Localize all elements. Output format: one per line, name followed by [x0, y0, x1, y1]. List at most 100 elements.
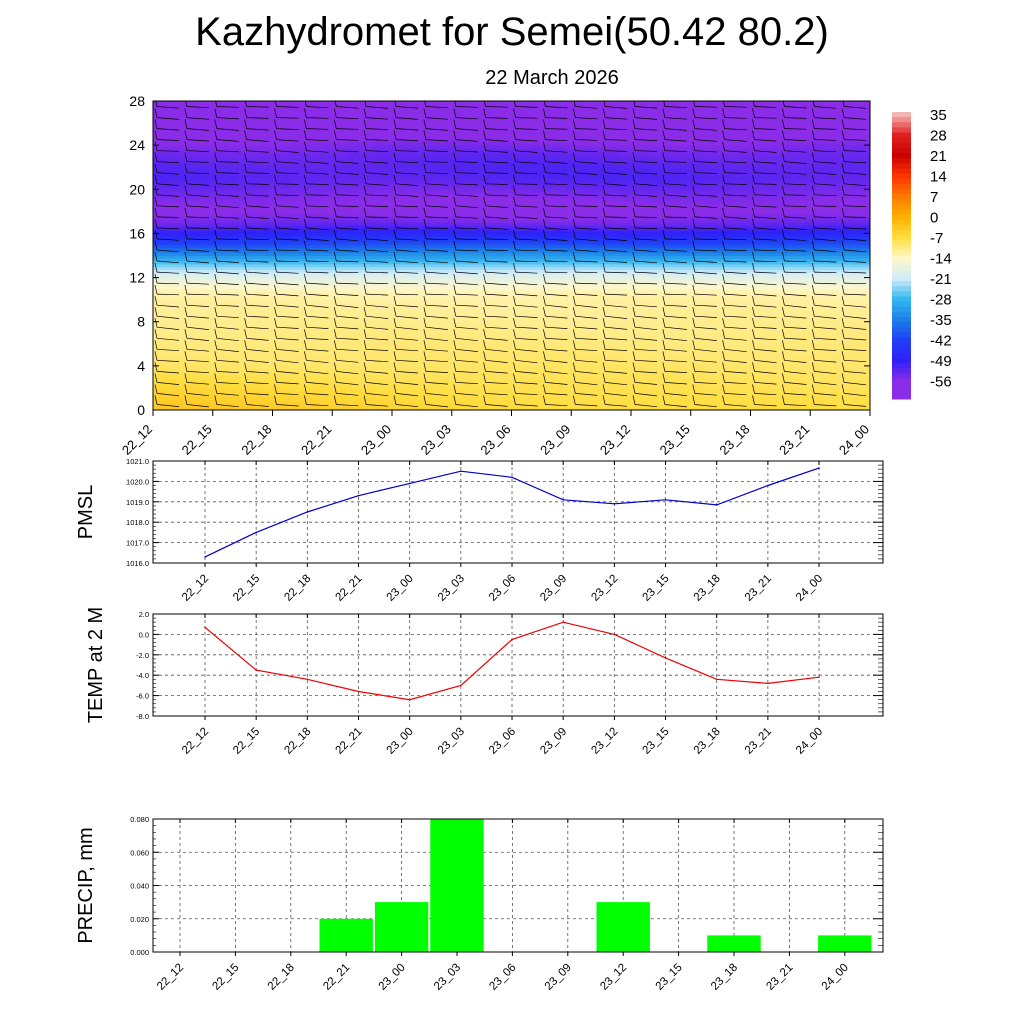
xsec-heat-cell — [566, 288, 595, 292]
xsec-heat-cell — [732, 123, 761, 127]
xsec-heat-cell — [511, 145, 540, 149]
wind-barb-shaft — [425, 304, 448, 307]
wind-barb-shaft — [306, 216, 329, 219]
wind-barb-flag — [543, 229, 546, 239]
xsec-heat-cell — [373, 247, 402, 251]
xsec-heat-cell — [676, 341, 706, 345]
xsec-heat-cell — [483, 208, 513, 212]
xsec-heat-cell — [318, 178, 347, 182]
wind-barb-flag — [184, 174, 188, 184]
wind-barb-shaft — [306, 404, 329, 407]
xsec-heat-cell — [483, 299, 513, 303]
xsec-heat-cell — [180, 263, 209, 268]
wind-barb-flag — [752, 218, 755, 228]
xsec-heat-cell — [621, 341, 650, 345]
xsec-heat-cell — [704, 324, 733, 328]
xsec-heat-cell — [814, 324, 844, 328]
xsec-heat-cell — [180, 255, 209, 259]
xsec-heat-cell — [153, 112, 182, 116]
xsec-heat-cell — [676, 249, 706, 254]
xsec-heat-cell — [732, 285, 761, 290]
wind-barb-shaft — [724, 106, 747, 108]
wind-barb-shaft — [784, 205, 807, 208]
xsec-heat-cell — [704, 341, 733, 345]
wind-barb-shaft — [784, 183, 807, 186]
xsec-heat-cell — [483, 357, 513, 361]
xsec-heat-cell — [346, 382, 375, 386]
wind-barb-flag — [841, 130, 845, 140]
xsec-heat-cell — [594, 238, 623, 243]
xsec-heat-cell — [235, 299, 264, 303]
xsec-heat-cell — [318, 379, 347, 384]
wind-barb-shaft — [694, 249, 717, 252]
xsec-heat-cell — [318, 123, 347, 127]
xsec-heat-cell — [346, 222, 375, 226]
xsec-xtick-label: 23_09 — [537, 422, 573, 458]
xsec-heat-cell — [401, 310, 430, 315]
wind-barb-shaft — [814, 260, 837, 263]
xsec-heat-cell — [621, 329, 650, 334]
xsec-heat-cell — [594, 329, 623, 334]
xsec-heat-cell — [456, 128, 485, 132]
xsec-heat-cell — [428, 120, 457, 124]
wind-barb-shaft — [366, 249, 389, 253]
xsec-heat-cell — [842, 117, 870, 121]
wind-barb-shaft — [515, 359, 538, 364]
xsec-heat-cell — [759, 194, 788, 199]
precip-bar — [596, 902, 650, 952]
wind-barb-flag — [184, 307, 188, 317]
xsec-heat-cell — [594, 307, 623, 312]
xsec-heat-cell — [208, 294, 237, 298]
wind-barb-shaft — [246, 161, 269, 164]
wind-barb-flag — [572, 307, 576, 317]
xsec-heat-cell — [456, 189, 485, 193]
xsec-heat-cell — [208, 134, 237, 138]
wind-barb-shaft — [425, 172, 448, 175]
xsec-heat-cell — [621, 291, 650, 295]
xsec-xtick-label: 22_18 — [238, 422, 274, 458]
wind-barb-shaft — [455, 117, 478, 120]
xsec-heat-cell — [235, 219, 264, 223]
xsec-heat-cell — [401, 238, 430, 243]
xsec-heat-cell — [539, 307, 568, 312]
xsec-heat-cell — [180, 230, 209, 235]
xsec-heat-cell — [594, 368, 623, 372]
xsec-heat-cell — [594, 310, 623, 315]
xsec-heat-cell — [759, 142, 788, 146]
xsec-heat-cell — [373, 211, 402, 215]
xsec-heat-cell — [676, 357, 706, 361]
xsec-heat-cell — [759, 272, 788, 276]
xsec-heat-cell — [676, 156, 706, 160]
xsec-heat-cell — [511, 189, 540, 193]
pmsl-ytick-label: 1019.0 — [126, 498, 149, 507]
xsec-heat-cell — [814, 385, 844, 389]
xsec-heat-cell — [263, 357, 292, 361]
xsec-heat-cell — [373, 291, 402, 295]
xsec-heat-cell — [208, 277, 237, 281]
xsec-heat-cell — [428, 310, 457, 315]
xsec-heat-cell — [787, 189, 816, 193]
xsec-heat-cell — [290, 261, 320, 265]
wind-barb-shaft — [575, 260, 598, 263]
pmsl-panel — [152, 460, 884, 567]
xsec-heat-cell — [621, 131, 650, 135]
xsec-heat-cell — [456, 161, 485, 166]
xsec-heat-cell — [153, 288, 182, 292]
wind-barb-shaft — [515, 128, 538, 130]
xsec-heat-cell — [263, 169, 292, 174]
xsec-heat-cell — [566, 183, 595, 188]
wind-barb-shaft — [694, 117, 717, 120]
wind-barb-flag — [244, 274, 247, 284]
xsec-heat-cell — [180, 125, 209, 130]
wind-barb-shaft — [515, 183, 538, 185]
wind-barb-flag — [244, 108, 247, 118]
xsec-heat-cell — [814, 236, 844, 240]
xsec-heat-cell — [428, 161, 457, 166]
xsec-heat-cell — [263, 263, 292, 268]
xsec-heat-cell — [594, 277, 623, 281]
xsec-heat-cell — [456, 299, 485, 303]
xsec-heat-cell — [842, 200, 870, 204]
xsec-heat-cell — [208, 227, 237, 232]
wind-barb-shaft — [485, 139, 508, 142]
xsec-heat-cell — [732, 335, 761, 339]
